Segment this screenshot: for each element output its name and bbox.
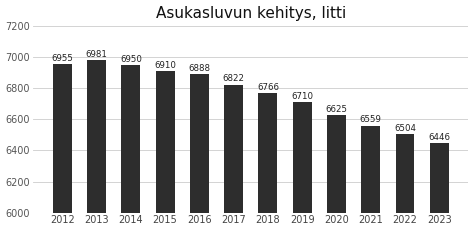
Bar bbox=[121, 65, 140, 231]
Bar bbox=[224, 85, 243, 231]
Text: 6888: 6888 bbox=[188, 64, 210, 73]
Text: 6910: 6910 bbox=[154, 61, 176, 70]
Title: Asukasluvun kehitys, litti: Asukasluvun kehitys, litti bbox=[155, 6, 346, 21]
Bar bbox=[190, 74, 209, 231]
Text: 6981: 6981 bbox=[86, 50, 108, 59]
Text: 6822: 6822 bbox=[223, 74, 245, 83]
Text: 6766: 6766 bbox=[257, 83, 279, 92]
Bar bbox=[361, 126, 380, 231]
Text: 6710: 6710 bbox=[291, 92, 313, 101]
Bar bbox=[258, 94, 277, 231]
Text: 6625: 6625 bbox=[326, 105, 347, 114]
Bar bbox=[293, 102, 311, 231]
Text: 6559: 6559 bbox=[360, 116, 382, 125]
Bar bbox=[327, 116, 346, 231]
Text: 6504: 6504 bbox=[394, 124, 416, 133]
Bar bbox=[155, 71, 174, 231]
Text: 6446: 6446 bbox=[428, 133, 450, 142]
Bar bbox=[87, 60, 106, 231]
Bar bbox=[395, 134, 414, 231]
Text: 6950: 6950 bbox=[120, 55, 142, 64]
Bar bbox=[53, 64, 72, 231]
Bar bbox=[430, 143, 449, 231]
Text: 6955: 6955 bbox=[51, 54, 73, 63]
